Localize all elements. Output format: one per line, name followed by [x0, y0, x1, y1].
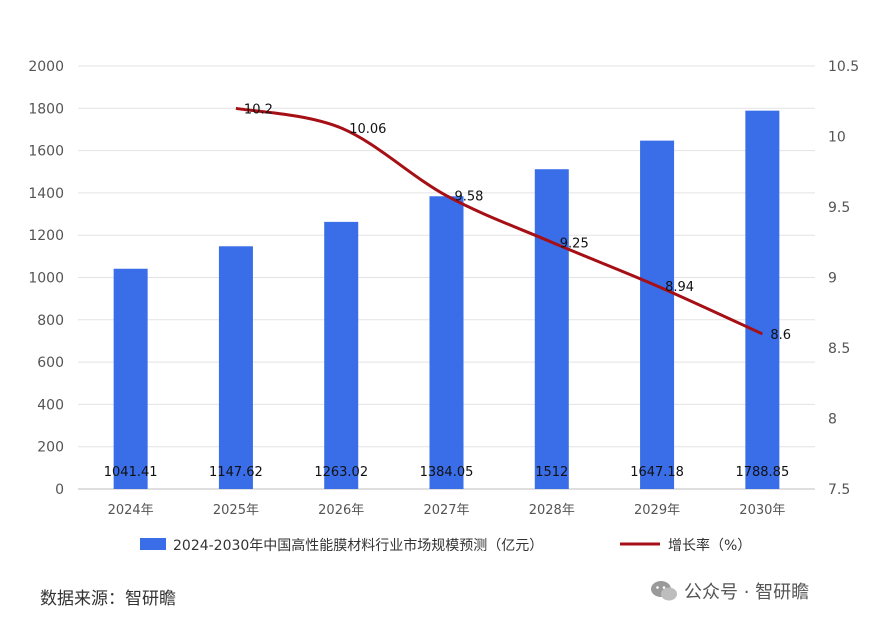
- x-axis-tick-label: 2030年: [739, 503, 785, 518]
- left-axis-tick-label: 200: [37, 440, 64, 456]
- left-axis-tick-label: 0: [55, 482, 64, 498]
- wechat-icon: [651, 581, 677, 601]
- left-axis-tick-label: 1400: [28, 186, 64, 202]
- data-source-note: 数据来源：智研瞻: [40, 589, 176, 609]
- growth-rate-label: 9.25: [560, 236, 589, 251]
- legend-line-label: 增长率（%）: [668, 537, 751, 554]
- legend: 2024-2030年中国高性能膜材料行业市场规模预测（亿元） 增长率（%）: [140, 537, 751, 554]
- bar-series: 1041.41 1147.62 1263.02 1384.05 1512 1647.18 1…: [104, 110, 789, 489]
- right-axis-tick-label: 9: [828, 271, 837, 287]
- right-axis-tick-label: 10.5: [828, 59, 859, 75]
- bar: [534, 169, 569, 489]
- x-axis-tick-label: 2028年: [529, 503, 575, 518]
- bar: [429, 196, 464, 489]
- growth-rate-label: 8.6: [770, 328, 791, 343]
- x-axis-ticks: 2024年 2025年 2026年 2027年 2028年 2029年 2030年: [108, 503, 786, 518]
- x-axis-tick-label: 2026年: [318, 503, 364, 518]
- bar: [745, 110, 780, 489]
- x-axis-tick-label: 2027年: [423, 503, 469, 518]
- bar-value-label: 1041.41: [104, 465, 158, 480]
- watermark-text: 公众号 · 智研瞻: [684, 582, 810, 603]
- bar-value-label: 1263.02: [314, 465, 368, 480]
- right-axis-tick-label: 10: [828, 130, 846, 146]
- bar: [324, 221, 359, 489]
- bar-value-label: 1512: [535, 465, 568, 480]
- growth-rate-label: 10.06: [349, 122, 386, 137]
- legend-bar-label: 2024-2030年中国高性能膜材料行业市场规模预测（亿元）: [173, 537, 543, 554]
- growth-rate-label: 9.58: [455, 190, 484, 205]
- bar: [113, 268, 148, 489]
- legend-bar-swatch: [140, 538, 166, 550]
- bar: [218, 246, 253, 489]
- left-axis-tick-label: 600: [37, 355, 64, 371]
- bar-value-label: 1384.05: [420, 465, 474, 480]
- right-axis-tick-label: 8.5: [828, 341, 850, 357]
- left-axis-ticks: 0 200 400 600 800 1000 1200 1400 1600 1800 2000: [28, 59, 64, 498]
- right-axis-tick-label: 7.5: [828, 482, 850, 498]
- left-axis-tick-label: 1800: [28, 101, 64, 117]
- x-axis-tick-label: 2029年: [634, 503, 680, 518]
- right-axis-tick-label: 9.5: [828, 200, 850, 216]
- left-axis-tick-label: 1200: [28, 228, 64, 244]
- watermark: 公众号 · 智研瞻: [650, 578, 809, 604]
- growth-rate-label: 8.94: [665, 280, 694, 295]
- growth-line-series: 10.2 10.06 9.58 9.25 8.94 8.6: [235, 102, 791, 343]
- x-axis-tick-label: 2024年: [108, 503, 154, 518]
- growth-rate-label: 10.2: [244, 102, 273, 117]
- bar-value-label: 1147.62: [209, 465, 263, 480]
- left-axis-tick-label: 400: [37, 397, 64, 413]
- right-axis-ticks: 7.5 8 8.5 9 9.5 10 10.5: [828, 59, 859, 498]
- left-axis-tick-label: 1600: [28, 144, 64, 160]
- bar-value-label: 1647.18: [630, 465, 684, 480]
- bar: [640, 140, 675, 489]
- x-axis-tick-label: 2025年: [213, 503, 259, 518]
- left-axis-tick-label: 800: [37, 313, 64, 329]
- left-axis-tick-label: 2000: [28, 59, 64, 75]
- growth-rate-line: [235, 106, 763, 336]
- right-axis-tick-label: 8: [828, 412, 837, 428]
- left-axis-tick-label: 1000: [28, 271, 64, 287]
- bar-value-label: 1788.85: [735, 465, 789, 480]
